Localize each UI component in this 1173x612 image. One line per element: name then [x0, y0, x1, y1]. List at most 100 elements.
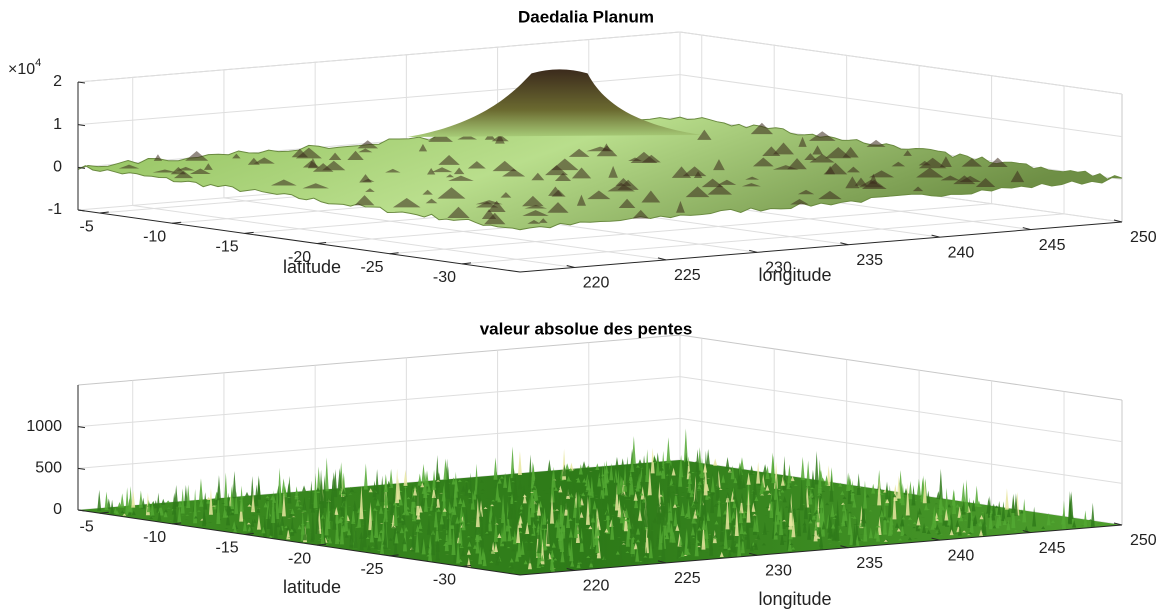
surface-spike [578, 464, 583, 475]
surface-spike [781, 506, 786, 529]
surface-spike [1019, 509, 1024, 514]
surface-spike [314, 509, 319, 510]
surface-spike [507, 475, 512, 493]
surface-spike [406, 496, 411, 500]
surface-ridge [752, 157, 774, 167]
surface-ridge [717, 179, 737, 185]
surface-spike [475, 477, 480, 504]
surface-ridge [797, 189, 815, 195]
surface-ridge [987, 157, 1008, 168]
surface-spike [1069, 491, 1074, 520]
surface-spike [265, 495, 270, 499]
surface-spike [472, 517, 477, 519]
surface-spike [894, 522, 899, 528]
surface-spike [501, 494, 506, 524]
surface-spike [700, 509, 705, 521]
surface-spike [713, 536, 718, 540]
surface-spike [469, 536, 474, 539]
surface-spike [690, 526, 695, 536]
surface-spike [621, 491, 626, 496]
surface-ridge [903, 150, 912, 156]
surface-spike [438, 538, 443, 540]
surface-spike [936, 516, 941, 519]
surface-spike [418, 521, 423, 529]
tick-mark [77, 509, 86, 512]
surface-spike [564, 521, 569, 542]
y-axis-label: latitude [283, 257, 341, 277]
surface-spike [809, 487, 814, 490]
surface-spike [850, 488, 855, 495]
surface-spike [717, 496, 722, 517]
surface-spike [765, 484, 770, 491]
surface-spike [587, 487, 592, 496]
surface-spike [720, 544, 725, 547]
surface-spike [297, 508, 302, 510]
surface-ridge [787, 158, 807, 170]
surface-spike [962, 530, 967, 533]
surface-spike [896, 528, 901, 532]
surface-spike [586, 465, 591, 469]
surface-spike [697, 484, 702, 490]
surface-spike [879, 509, 884, 518]
surface-spike [352, 500, 357, 512]
surface-ridge [608, 165, 618, 178]
surface-spike [903, 487, 908, 495]
surface-spike [515, 550, 520, 562]
surface-spike [957, 525, 962, 536]
surface-spike [629, 476, 634, 477]
surface-ridge [641, 190, 661, 203]
surface-spike [739, 522, 744, 534]
surface-spike [695, 449, 700, 472]
y-tick-label: -10 [143, 529, 166, 546]
surface-spike [404, 527, 409, 532]
surface-spike [410, 518, 415, 520]
surface-spike [934, 503, 939, 505]
surface-spike [326, 496, 331, 529]
surface-spike [606, 556, 611, 564]
surface-spike [131, 490, 136, 508]
surface-spike [315, 487, 320, 492]
tick-mark [389, 252, 399, 255]
surface-spike [588, 515, 593, 517]
surface-spike [903, 533, 908, 536]
surface-spike [316, 466, 321, 494]
surface-spike [461, 499, 466, 508]
tick-mark [172, 522, 182, 525]
surface-spike [963, 519, 968, 521]
surface-spike [512, 530, 517, 545]
surface-spike [426, 516, 431, 535]
surface-spike [460, 545, 465, 547]
z-scale-base: ×10 [8, 61, 35, 78]
surface-spike [532, 523, 537, 528]
surface-spike [617, 499, 622, 518]
surface-spike [517, 507, 522, 513]
surface-spike [703, 462, 708, 473]
surface-spike [837, 541, 842, 543]
surface-spike [542, 522, 547, 551]
surface-spike [926, 490, 931, 504]
surface-spike [467, 488, 472, 494]
surface-spike [421, 463, 426, 483]
surface-spike [377, 532, 382, 542]
surface-spike [479, 479, 484, 483]
surface-spike [827, 527, 832, 539]
surface-spike [683, 428, 688, 463]
surface-spike [926, 529, 931, 534]
surface-spike [435, 455, 440, 488]
surface-spike [423, 491, 428, 512]
surface-spike [774, 476, 779, 500]
surface-spike [662, 508, 667, 526]
surface-spike [198, 478, 203, 501]
surface-spike [843, 507, 848, 521]
surface-spike [393, 533, 398, 557]
surface-spike [697, 480, 702, 486]
surface-spike [509, 558, 514, 563]
surface-spike [634, 542, 639, 544]
surface-spike [302, 527, 307, 541]
surface-ridge [615, 177, 632, 186]
surface-spike [226, 492, 231, 516]
surface-spike [158, 506, 163, 514]
surface-spike [666, 470, 671, 497]
z-tick-label: 500 [35, 460, 62, 477]
chart-title: valeur absolue des pentes [480, 319, 693, 338]
